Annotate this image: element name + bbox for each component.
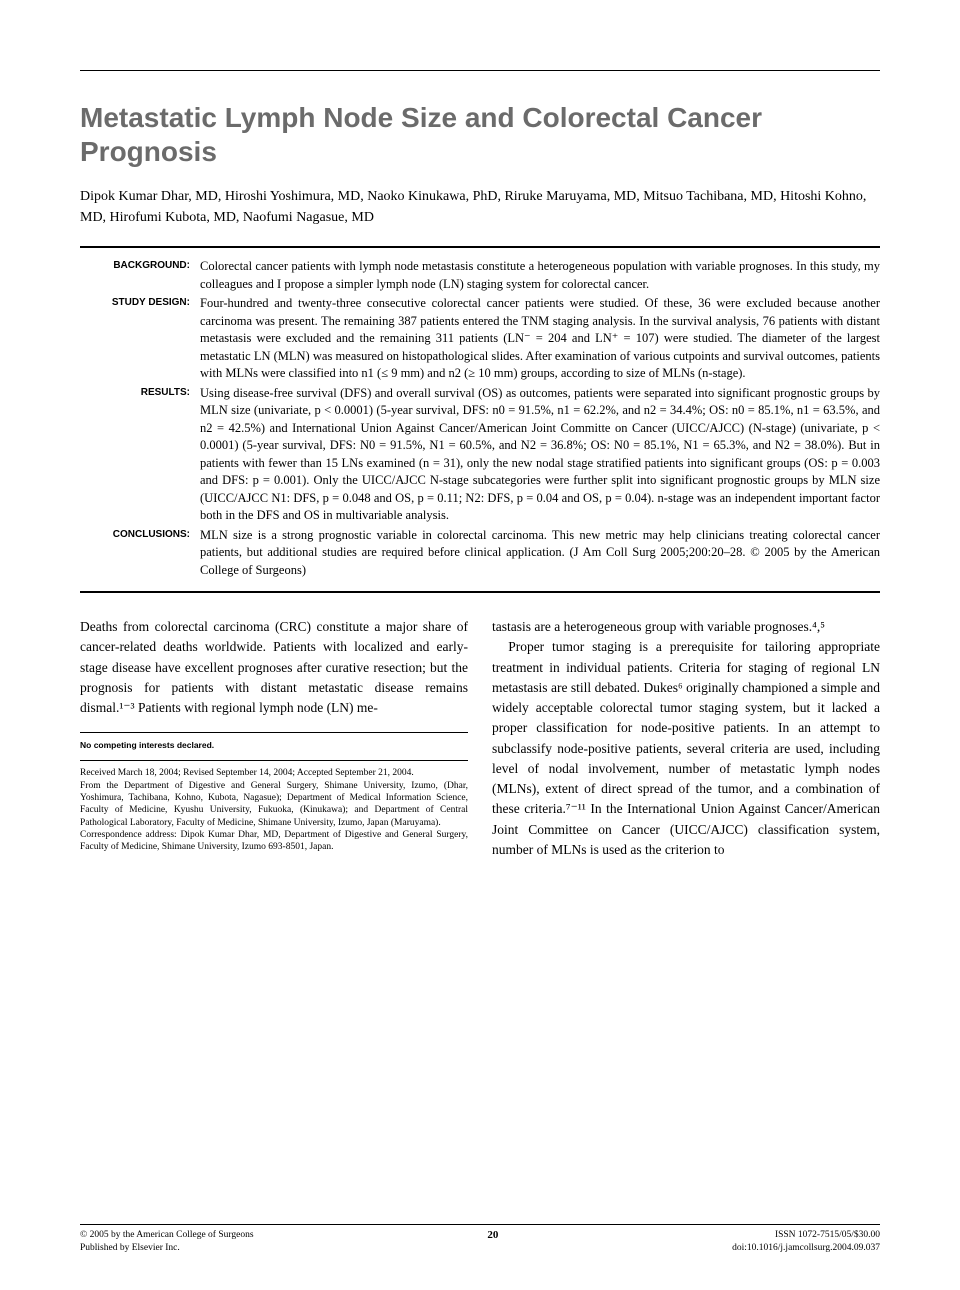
affiliation: From the Department of Digestive and Gen… [80,780,468,829]
abstract-label: BACKGROUND: [80,258,200,293]
abstract-results: RESULTS: Using disease-free survival (DF… [80,385,880,525]
footer-right: ISSN 1072-7515/05/$30.00 doi:10.1016/j.j… [732,1229,880,1254]
body-paragraph: Proper tumor staging is a prerequisite f… [492,637,880,860]
footnote-rule [80,760,468,761]
page-footer: © 2005 by the American College of Surgeo… [80,1224,880,1254]
abstract-conclusions: CONCLUSIONS: MLN size is a strong progno… [80,527,880,580]
top-rule [80,70,880,71]
competing-interests: No competing interests declared. [80,739,468,752]
footer-left: © 2005 by the American College of Surgeo… [80,1229,254,1254]
footnote-rule [80,732,468,733]
abstract-text: Four-hundred and twenty-three consecutiv… [200,295,880,383]
received-dates: Received March 18, 2004; Revised Septemb… [80,767,468,779]
right-column: tastasis are a heterogeneous group with … [492,617,880,860]
abstract-study-design: STUDY DESIGN: Four-hundred and twenty-th… [80,295,880,383]
abstract-text: MLN size is a strong prognostic variable… [200,527,880,580]
copyright: © 2005 by the American College of Surgeo… [80,1229,254,1241]
abstract-text: Using disease-free survival (DFS) and ov… [200,385,880,525]
abstract-block: BACKGROUND: Colorectal cancer patients w… [80,246,880,593]
page-number: 20 [487,1229,498,1254]
abstract-background: BACKGROUND: Colorectal cancer patients w… [80,258,880,293]
issn: ISSN 1072-7515/05/$30.00 [732,1229,880,1241]
body-columns: Deaths from colorectal carcinoma (CRC) c… [80,617,880,860]
abstract-label: STUDY DESIGN: [80,295,200,383]
body-paragraph: tastasis are a heterogeneous group with … [492,617,880,637]
article-title: Metastatic Lymph Node Size and Colorecta… [80,101,880,168]
left-column: Deaths from colorectal carcinoma (CRC) c… [80,617,468,860]
correspondence: Correspondence address: Dipok Kumar Dhar… [80,829,468,854]
author-list: Dipok Kumar Dhar, MD, Hiroshi Yoshimura,… [80,186,880,228]
body-paragraph: Deaths from colorectal carcinoma (CRC) c… [80,617,468,718]
publisher: Published by Elsevier Inc. [80,1242,254,1254]
abstract-label: RESULTS: [80,385,200,525]
abstract-text: Colorectal cancer patients with lymph no… [200,258,880,293]
doi: doi:10.1016/j.jamcollsurg.2004.09.037 [732,1242,880,1254]
abstract-label: CONCLUSIONS: [80,527,200,580]
